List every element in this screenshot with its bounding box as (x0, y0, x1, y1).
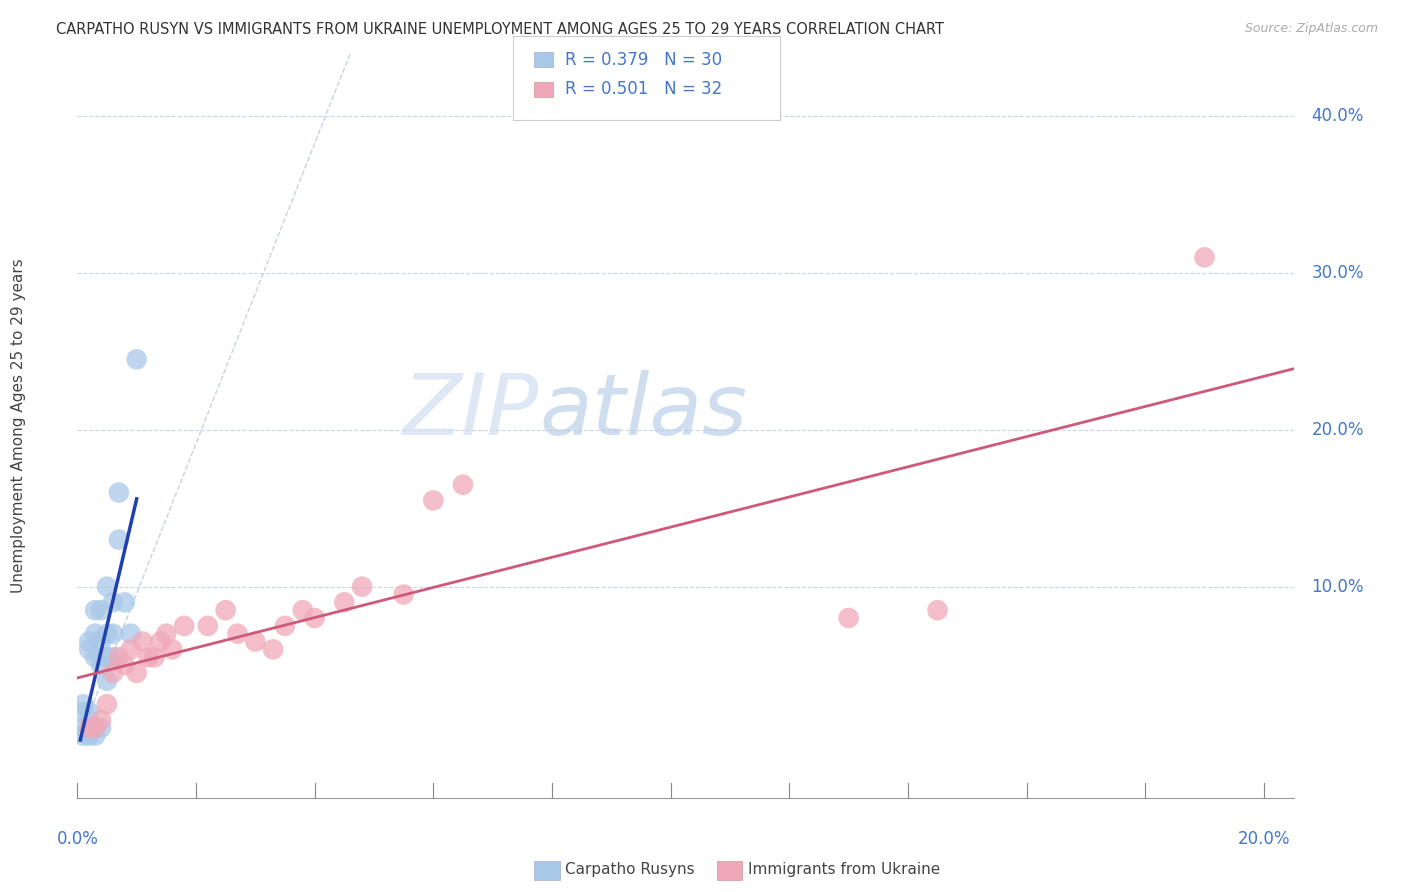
Point (162, 642, 184, 657)
Point (291, 603, 314, 617)
Point (197, 619, 219, 633)
Point (143, 650, 166, 665)
Point (114, 595, 136, 609)
Point (120, 626, 142, 640)
Point (1194, 251, 1216, 265)
Point (101, 650, 124, 665)
Point (90, 713, 112, 727)
Text: Source: ZipAtlas.com: Source: ZipAtlas.com (1244, 22, 1378, 36)
Point (352, 580, 374, 594)
Point (262, 642, 284, 657)
Point (108, 650, 131, 665)
Text: 30.0%: 30.0% (1312, 264, 1364, 282)
Text: R = 0.501   N = 32: R = 0.501 N = 32 (565, 80, 723, 98)
Point (90, 721, 112, 735)
Point (72, 721, 94, 735)
Text: 0.0%: 0.0% (56, 830, 98, 847)
Point (149, 634, 172, 648)
Point (96, 673, 118, 688)
Point (125, 352, 148, 367)
Point (138, 650, 160, 665)
Point (72, 698, 94, 712)
Point (84, 729, 107, 743)
Point (84, 650, 107, 665)
Point (84, 603, 107, 617)
Point (96, 580, 118, 594)
Point (84, 626, 107, 640)
Point (304, 611, 326, 625)
Point (72, 705, 94, 719)
Point (131, 634, 153, 648)
Point (77, 721, 100, 735)
Text: 10.0%: 10.0% (1312, 578, 1364, 596)
Point (114, 658, 136, 673)
Point (173, 619, 195, 633)
Text: 20.0%: 20.0% (1312, 421, 1364, 439)
Point (84, 721, 107, 735)
Point (226, 626, 249, 640)
Point (422, 493, 444, 508)
Point (90, 603, 112, 617)
Point (333, 595, 356, 609)
Point (155, 626, 177, 640)
Point (125, 665, 148, 680)
Text: R = 0.379   N = 30: R = 0.379 N = 30 (565, 51, 723, 69)
Point (77, 705, 100, 719)
Point (90, 634, 112, 648)
Text: 40.0%: 40.0% (1312, 107, 1364, 125)
Text: Immigrants from Ukraine: Immigrants from Ukraine (748, 863, 941, 877)
Point (120, 642, 142, 657)
Text: CARPATHO RUSYN VS IMMIGRANTS FROM UKRAINE UNEMPLOYMENT AMONG AGES 25 TO 29 YEARS: CARPATHO RUSYN VS IMMIGRANTS FROM UKRAIN… (56, 22, 945, 37)
Point (90, 658, 112, 673)
Point (96, 626, 118, 640)
Point (101, 665, 124, 680)
Point (214, 603, 236, 617)
Point (77, 642, 100, 657)
Point (108, 485, 131, 500)
Text: 20.0%: 20.0% (1237, 830, 1291, 847)
Point (838, 611, 860, 625)
Point (274, 619, 297, 633)
Point (96, 698, 118, 712)
Point (108, 533, 131, 547)
Point (927, 603, 949, 617)
Point (84, 721, 107, 735)
Point (101, 595, 124, 609)
Point (77, 721, 100, 735)
Point (77, 729, 100, 743)
Point (392, 587, 415, 601)
Point (72, 729, 94, 743)
Text: Unemployment Among Ages 25 to 29 years: Unemployment Among Ages 25 to 29 years (11, 259, 27, 593)
Point (245, 634, 267, 648)
Point (77, 634, 100, 648)
Point (101, 626, 124, 640)
Text: ZIP: ZIP (404, 369, 540, 452)
Point (451, 477, 474, 491)
Text: atlas: atlas (540, 369, 748, 452)
Text: Carpatho Rusyns: Carpatho Rusyns (565, 863, 695, 877)
Point (96, 650, 118, 665)
